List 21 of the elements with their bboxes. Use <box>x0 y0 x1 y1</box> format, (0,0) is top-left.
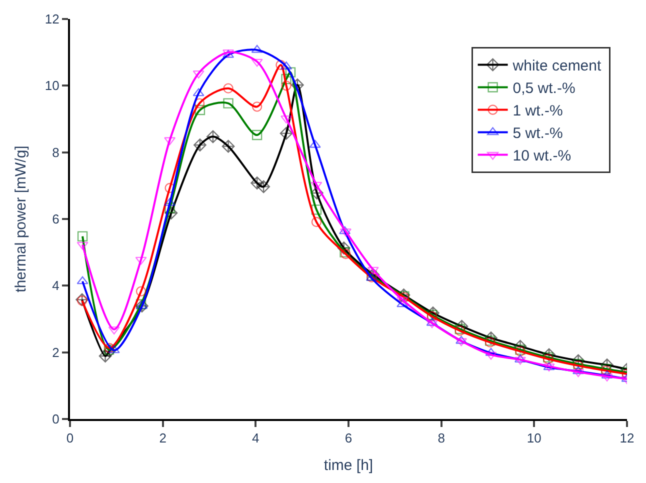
x-tick-label: 6 <box>344 430 352 446</box>
y-tick-label: 8 <box>52 144 60 160</box>
y-axis-title: thermal power [mW/g] <box>12 146 30 292</box>
legend-label: 0,5 wt.-% <box>512 80 576 98</box>
legend-label: 5 wt.-% <box>512 125 563 142</box>
x-tick-label: 0 <box>66 430 74 446</box>
y-tick-label: 10 <box>44 78 60 94</box>
y-tick-label: 0 <box>52 412 60 427</box>
x-axis-title: time [h] <box>324 457 374 474</box>
legend-label: 10 wt.-% <box>512 148 572 165</box>
x-tick-label: 4 <box>252 430 260 446</box>
y-tick-label: 4 <box>52 278 60 294</box>
x-tick-label: 10 <box>526 430 542 446</box>
x-tick-label: 12 <box>620 430 634 446</box>
y-tick-label: 6 <box>52 212 60 227</box>
y-tick-label: 2 <box>52 344 60 360</box>
y-tick-label: 12 <box>44 12 60 27</box>
legend-label: white cement <box>512 58 602 75</box>
x-tick-label: 8 <box>438 430 445 446</box>
x-tick-label: 2 <box>159 430 166 446</box>
legend-label: 1 wt.-% <box>512 102 563 120</box>
